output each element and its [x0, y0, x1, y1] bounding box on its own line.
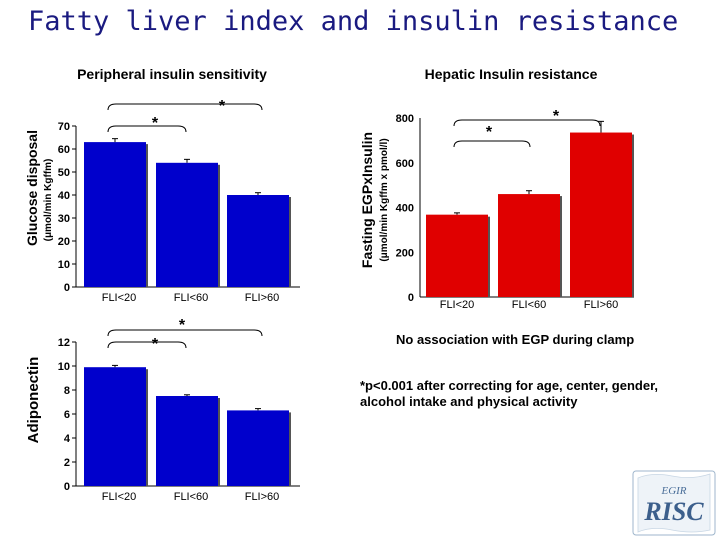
chart-0-ytick-label: 0	[64, 282, 70, 294]
chart-2-ytick-label: 8	[64, 385, 70, 397]
chart-1-significance-star: *	[486, 124, 493, 141]
logo-risc-text: RISC	[643, 497, 704, 526]
chart-2-bar	[84, 367, 146, 486]
chart-0-title: Peripheral insulin sensitivity	[77, 66, 267, 82]
chart-0-bar	[156, 162, 218, 287]
chart-0-category-label: FLI<20	[102, 292, 137, 304]
chart-0-bar-shadow	[218, 164, 220, 287]
chart-0-bar-shadow	[289, 197, 291, 287]
chart-1-category-label: FLI<20	[440, 299, 475, 311]
chart-1-bar	[570, 132, 632, 297]
chart-1-ytick-label: 800	[396, 113, 414, 125]
chart-1-bar	[426, 214, 488, 297]
chart-2-bar-shadow	[218, 398, 220, 486]
chart-2-significance-bracket	[107, 341, 187, 349]
chart-1-ytick-label: 600	[396, 158, 414, 170]
chart-2-ylabel: Adiponectin	[25, 357, 42, 444]
chart-2-bar-shadow	[289, 412, 291, 486]
chart-0-category-label: FLI<60	[174, 292, 209, 304]
egp-note: No association with EGP during clamp	[396, 332, 635, 347]
chart-2-ytick-label: 4	[64, 433, 71, 445]
chart-2-bar	[227, 410, 289, 486]
chart-0-ylabel-sub: (μmol/min Kgffm)	[43, 159, 54, 242]
chart-0-bar	[227, 195, 289, 287]
chart-2-ytick-label: 2	[64, 457, 70, 469]
chart-2-bar-shadow	[146, 369, 148, 486]
egir-risc-logo: EGIR RISC	[632, 470, 716, 536]
chart-1-ylabel-sub: (μmol/min Kgffm x pmol/l)	[379, 138, 390, 261]
chart-1-bar-shadow	[560, 196, 562, 297]
chart-1-bar	[498, 194, 560, 297]
chart-0-significance-star: *	[152, 115, 159, 132]
chart-2-ytick-label: 12	[58, 337, 70, 349]
chart-0-significance-bracket	[107, 125, 187, 133]
slide-title: Fatty liver index and insulin resistance	[28, 6, 679, 37]
chart-0-ytick-label: 10	[58, 259, 70, 271]
chart-2-significance-bracket	[107, 329, 263, 337]
chart-2-significance-star: *	[152, 336, 159, 353]
chart-2-category-label: FLI<20	[102, 491, 137, 503]
chart-2-ytick-label: 6	[64, 409, 70, 421]
chart-2-category-label: FLI<60	[174, 491, 209, 503]
chart-1-bar-shadow	[488, 216, 490, 297]
chart-0-ytick-label: 40	[58, 190, 70, 202]
chart-0-ytick-label: 60	[58, 144, 70, 156]
statistics-note: *p<0.001 after correcting for age, cente…	[360, 378, 659, 409]
chart-0-bar-shadow	[146, 144, 148, 287]
chart-1-significance-bracket	[453, 140, 531, 148]
chart-1-category-label: FLI<60	[512, 299, 547, 311]
chart-1-ytick-label: 200	[396, 247, 414, 259]
chart-0-ytick-label: 20	[58, 236, 70, 248]
chart-1-ytick-label: 0	[408, 292, 414, 304]
chart-1-significance-star: *	[553, 108, 560, 125]
chart-0-significance-bracket	[107, 103, 263, 111]
chart-0-ytick-label: 70	[58, 121, 70, 133]
chart-1-title: Hepatic Insulin resistance	[425, 66, 598, 82]
chart-1-category-label: FLI>60	[584, 299, 619, 311]
chart-2-significance-star: *	[179, 317, 186, 334]
chart-0-significance-star: *	[219, 98, 226, 115]
chart-2-ytick-label: 10	[58, 361, 70, 373]
chart-0-ytick-label: 30	[58, 213, 70, 225]
chart-1-ytick-label: 400	[396, 203, 414, 215]
chart-1-bar-shadow	[632, 134, 634, 297]
chart-2-ytick-label: 0	[64, 481, 70, 493]
chart-0-category-label: FLI>60	[245, 292, 280, 304]
chart-1-significance-bracket	[453, 119, 601, 127]
chart-0-bar	[84, 142, 146, 287]
chart-1-ylabel: Fasting EGPxInsulin	[359, 132, 375, 268]
chart-2-bar	[156, 396, 218, 486]
chart-0-ytick-label: 50	[58, 167, 70, 179]
chart-2-category-label: FLI>60	[245, 491, 280, 503]
chart-0-ylabel: Glucose disposal	[24, 130, 40, 246]
logo-egir-text: EGIR	[660, 485, 686, 497]
